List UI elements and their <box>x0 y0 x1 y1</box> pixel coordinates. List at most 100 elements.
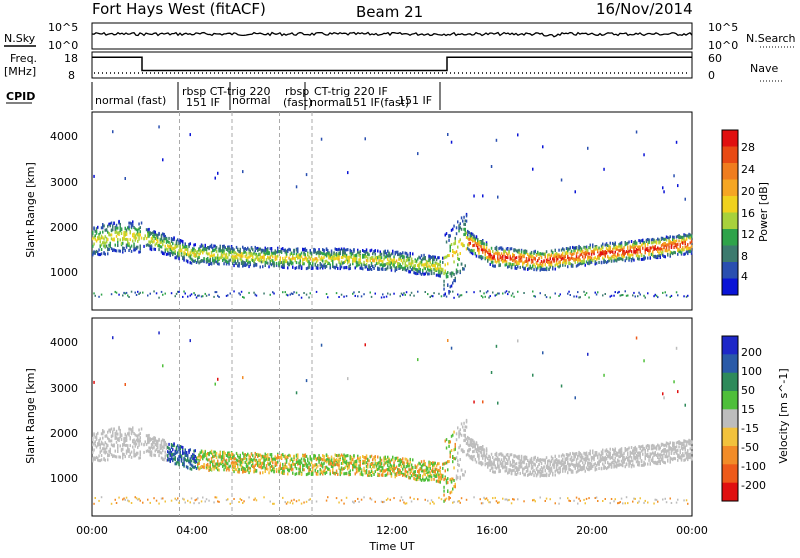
power-cell <box>185 248 187 251</box>
power-cell <box>500 264 502 267</box>
velocity-cell <box>305 459 307 462</box>
velocity-cell <box>415 474 417 477</box>
velocity-panel: Slant Range [km] 1000 2000 3000 4000 Vel… <box>24 318 790 516</box>
velocity-cell <box>242 468 244 471</box>
velocity-cell <box>167 446 169 449</box>
power-cell <box>502 255 504 258</box>
power-cell <box>276 262 278 265</box>
power-cell <box>620 295 622 297</box>
velocity-cell <box>280 464 282 467</box>
power-cell <box>430 255 432 258</box>
power-cell <box>176 293 178 295</box>
power-cell <box>577 259 579 262</box>
power-cell <box>257 258 259 261</box>
power-cell <box>662 254 664 257</box>
power-cell <box>438 270 440 273</box>
power-cell <box>325 266 327 269</box>
power-cell <box>635 242 637 245</box>
power-cell <box>100 244 102 247</box>
velocity-cell <box>290 502 292 504</box>
power-cell <box>567 249 569 252</box>
velocity-cell <box>365 456 367 459</box>
velocity-cell <box>311 459 313 462</box>
velocity-cell <box>195 449 197 452</box>
power-cell <box>115 249 117 252</box>
velocity-cell <box>375 462 377 465</box>
velocity-cell <box>387 472 389 475</box>
power-cell <box>676 239 678 242</box>
power-cell <box>131 250 133 253</box>
radar-title: Fort Hays West (fitACF) <box>92 0 266 18</box>
power-cell <box>648 241 650 244</box>
power-cell <box>680 235 682 238</box>
power-cell <box>625 259 627 262</box>
velocity-cell <box>112 336 114 339</box>
power-cell <box>481 245 483 248</box>
power-cell <box>330 266 332 269</box>
power-cell <box>652 254 654 257</box>
velocity-cell <box>180 447 182 450</box>
velocity-cell <box>96 436 98 439</box>
velocity-cell <box>417 470 419 473</box>
power-cell <box>635 296 637 298</box>
velocity-cell <box>325 459 327 462</box>
power-cell <box>292 262 294 265</box>
power-cell <box>425 267 427 270</box>
power-cell <box>513 296 515 298</box>
velocity-cell <box>167 450 169 453</box>
velocity-cell <box>372 458 374 461</box>
power-cell <box>585 247 587 250</box>
velocity-cell <box>97 444 99 447</box>
velocity-cell <box>342 462 344 465</box>
power-cell <box>267 250 269 253</box>
velocity-cell <box>165 454 167 457</box>
power-cell <box>322 265 324 268</box>
power-cell <box>672 252 674 255</box>
velocity-cell <box>372 465 374 468</box>
velocity-cell <box>210 467 212 470</box>
power-cbar-tick-8: 8 <box>741 250 748 263</box>
power-cell <box>476 235 478 238</box>
velocity-cell <box>403 461 405 464</box>
power-cell <box>260 253 262 256</box>
velocity-cell <box>422 478 424 481</box>
power-cell <box>605 293 607 295</box>
power-panel: Slant Range [km] 1000 2000 3000 4000 Pow… <box>24 112 770 310</box>
power-cell <box>687 295 689 297</box>
velocity-cell <box>115 455 117 458</box>
velocity-cell <box>377 468 379 471</box>
power-cell <box>215 177 217 180</box>
velocity-cell <box>110 430 112 433</box>
power-cell <box>272 259 274 262</box>
velocity-cell <box>232 461 234 464</box>
power-cell <box>448 293 450 295</box>
velocity-cell <box>240 454 242 457</box>
velocity-cell <box>190 467 192 470</box>
velocity-cell <box>305 455 307 458</box>
power-cell <box>473 235 475 238</box>
power-cell <box>102 241 104 244</box>
velocity-cell <box>118 426 120 429</box>
power-cell <box>550 261 552 264</box>
power-cell <box>308 266 310 269</box>
power-cell <box>487 251 489 254</box>
velocity-cell <box>92 438 94 441</box>
power-cell <box>192 249 194 252</box>
power-cell <box>480 290 482 292</box>
velocity-cell <box>140 432 142 435</box>
power-cell <box>320 258 322 261</box>
power-cell <box>113 222 115 225</box>
velocity-cell <box>267 456 269 459</box>
power-cell <box>580 296 582 298</box>
power-cell <box>217 295 219 297</box>
velocity-cell <box>150 447 152 450</box>
power-cell <box>97 226 99 229</box>
velocity-cell <box>391 459 393 462</box>
power-cell <box>108 248 110 251</box>
power-cell <box>355 254 357 257</box>
power-cell <box>257 255 259 258</box>
power-cell <box>280 258 282 261</box>
power-cell <box>631 250 633 253</box>
power-cell <box>391 253 393 256</box>
power-cell <box>357 264 359 267</box>
